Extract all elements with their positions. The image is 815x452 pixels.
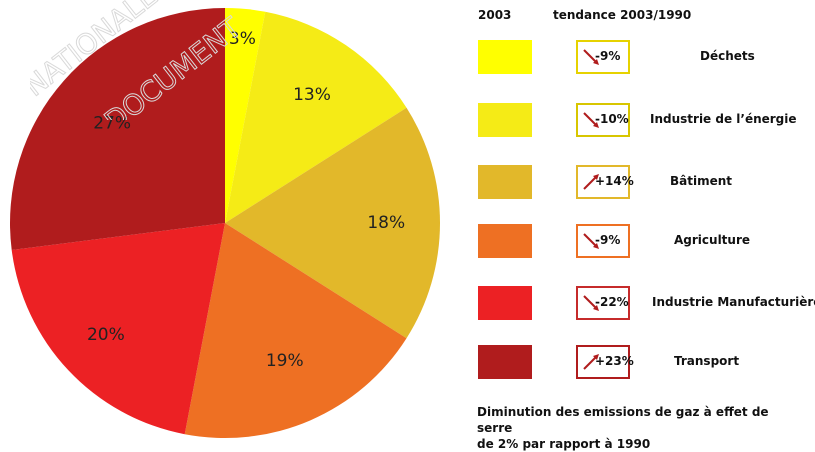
legend-header-trend: tendance 2003/1990 bbox=[553, 8, 692, 22]
legend-category-label: Industrie de l’énergie bbox=[650, 112, 797, 126]
footnote: Diminution des emissions de gaz à effet … bbox=[477, 404, 807, 452]
legend-category-label: Transport bbox=[674, 354, 740, 368]
trend-value: -22% bbox=[595, 295, 629, 309]
pie-slice-label-3: 18% bbox=[367, 213, 405, 233]
pie-slice-3 bbox=[225, 107, 440, 339]
legend-item: -22% Industrie Manufacturière bbox=[478, 286, 815, 322]
trend-box: +23% bbox=[576, 345, 634, 379]
legend-item: +14% Bâtiment bbox=[478, 165, 813, 201]
trend-down-arrow-icon bbox=[583, 233, 599, 249]
footnote-line-2: de 2% par rapport à 1990 bbox=[477, 437, 651, 451]
pie-slice-1 bbox=[225, 8, 266, 223]
legend-swatch bbox=[478, 224, 532, 258]
pie-slice-2 bbox=[225, 11, 407, 223]
pie-slice-label-4: 19% bbox=[266, 351, 304, 371]
pie-slice-5 bbox=[11, 223, 225, 435]
legend-category-label: Bâtiment bbox=[670, 174, 733, 188]
legend-item: +23% Transport bbox=[478, 345, 813, 381]
footnote-line-1: Diminution des emissions de gaz à effet … bbox=[477, 405, 769, 435]
legend-category-label: Industrie Manufacturière bbox=[652, 295, 815, 309]
trend-value: +14% bbox=[595, 174, 634, 188]
legend-swatch bbox=[478, 40, 532, 74]
trend-down-arrow-icon bbox=[583, 112, 599, 128]
pie-slice-4 bbox=[184, 223, 407, 439]
trend-box: +14% bbox=[576, 165, 634, 199]
trend-down-arrow-icon bbox=[583, 49, 599, 65]
legend-swatch bbox=[478, 345, 532, 379]
legend-swatch bbox=[478, 165, 532, 199]
trend-box: -9% bbox=[576, 40, 630, 74]
trend-down-arrow-icon bbox=[583, 295, 599, 311]
pie-slice-label-1: 3% bbox=[229, 29, 256, 49]
trend-up-arrow-icon bbox=[583, 174, 599, 190]
trend-up-arrow-icon bbox=[583, 354, 599, 370]
legend-category-label: Agriculture bbox=[674, 233, 751, 247]
legend-item: -9% Déchets bbox=[478, 40, 813, 76]
trend-box: -22% bbox=[576, 286, 630, 320]
pie-chart: 3% 13% 18% 19% 20% 27% bbox=[9, 8, 440, 439]
trend-box: -9% bbox=[576, 224, 630, 258]
pie-slice-label-2: 13% bbox=[293, 85, 331, 105]
trend-value: -10% bbox=[595, 112, 629, 126]
legend-item: -10% Industrie de l’énergie bbox=[478, 103, 813, 139]
pie-slice-6 bbox=[9, 8, 225, 250]
trend-box: -10% bbox=[576, 103, 630, 137]
trend-value: +23% bbox=[595, 354, 634, 368]
trend-value: -9% bbox=[595, 233, 621, 247]
legend-swatch bbox=[478, 103, 532, 137]
legend-item: -9% Agriculture bbox=[478, 224, 813, 260]
trend-value: -9% bbox=[595, 49, 621, 63]
pie-slice-label-6: 27% bbox=[93, 113, 131, 133]
legend-category-label: Déchets bbox=[700, 49, 755, 63]
legend-swatch bbox=[478, 286, 532, 320]
pie-slice-label-5: 20% bbox=[87, 325, 125, 345]
legend-header-year: 2003 bbox=[478, 8, 512, 22]
